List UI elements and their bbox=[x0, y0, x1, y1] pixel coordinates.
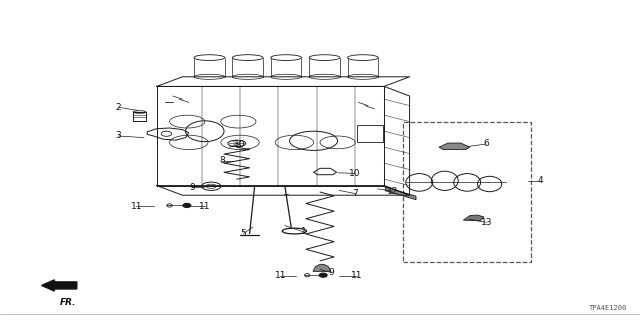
Text: 6: 6 bbox=[484, 140, 489, 148]
Bar bbox=[403, 122, 531, 262]
Text: 9: 9 bbox=[189, 183, 195, 192]
Polygon shape bbox=[313, 264, 331, 271]
Text: 11: 11 bbox=[131, 202, 142, 211]
Text: 4: 4 bbox=[538, 176, 543, 185]
Text: 10: 10 bbox=[234, 140, 245, 149]
Text: 10: 10 bbox=[349, 169, 361, 178]
Text: 11: 11 bbox=[199, 202, 211, 211]
Text: 2: 2 bbox=[116, 103, 121, 112]
Polygon shape bbox=[439, 143, 470, 149]
Bar bbox=[357, 125, 383, 142]
Text: 11: 11 bbox=[351, 271, 363, 280]
Text: 9: 9 bbox=[329, 268, 334, 277]
Text: 5: 5 bbox=[241, 229, 246, 238]
Text: 13: 13 bbox=[481, 218, 492, 227]
Bar bbox=[133, 112, 146, 121]
Polygon shape bbox=[385, 187, 416, 200]
FancyArrow shape bbox=[42, 280, 77, 291]
Polygon shape bbox=[463, 215, 484, 221]
Text: TPA4E1200: TPA4E1200 bbox=[589, 305, 627, 311]
Text: 7: 7 bbox=[353, 189, 358, 198]
Text: 1: 1 bbox=[301, 228, 307, 236]
Text: 11: 11 bbox=[275, 271, 286, 280]
Circle shape bbox=[319, 273, 327, 277]
Text: 12: 12 bbox=[387, 187, 398, 196]
Text: 3: 3 bbox=[116, 132, 121, 140]
Text: FR.: FR. bbox=[60, 298, 77, 307]
Circle shape bbox=[183, 204, 191, 207]
Text: 8: 8 bbox=[220, 156, 225, 165]
